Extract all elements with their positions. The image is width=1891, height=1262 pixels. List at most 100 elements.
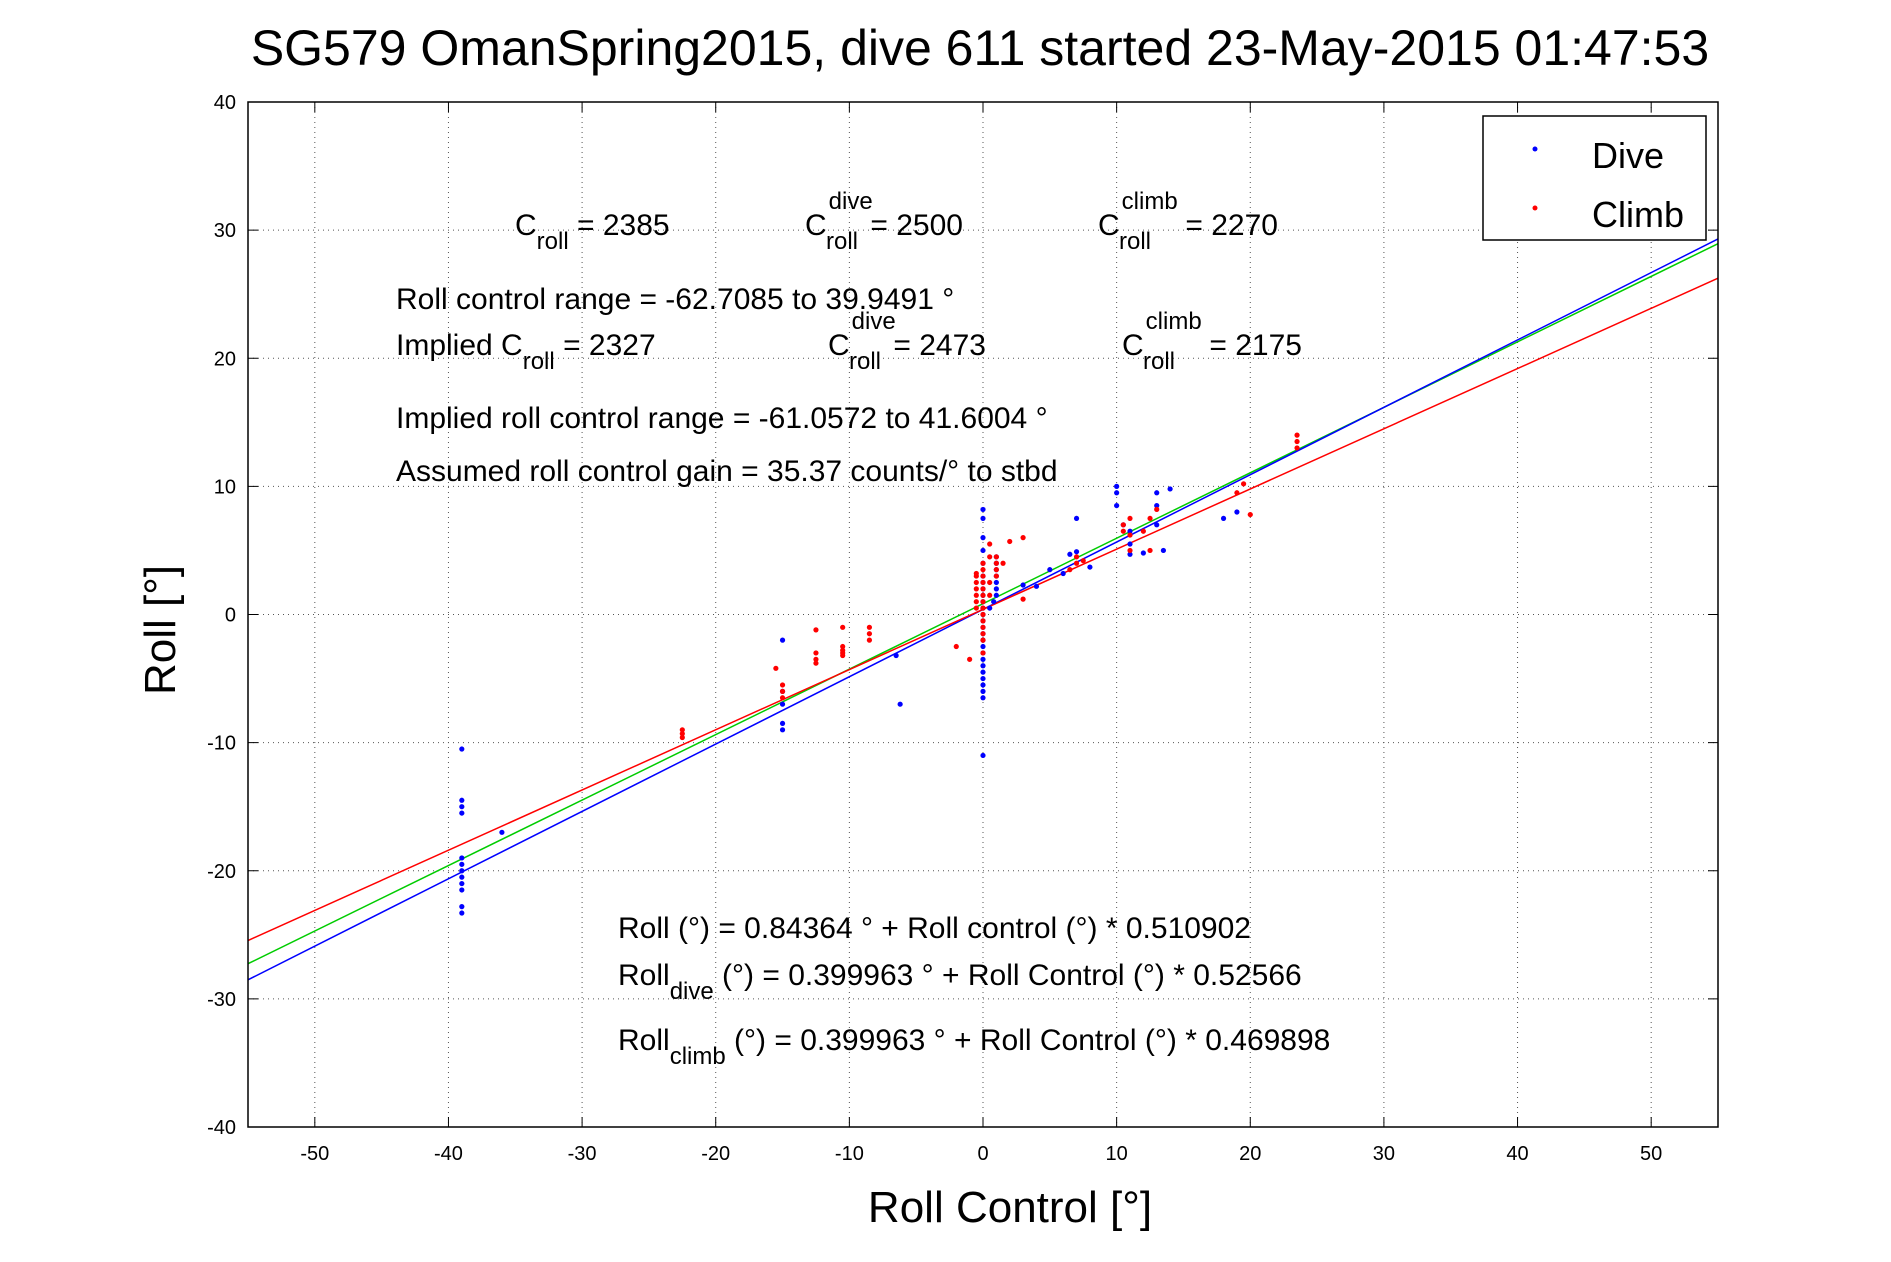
climb-point <box>967 656 973 662</box>
climb-point <box>987 554 993 560</box>
climb-point <box>1140 528 1146 534</box>
climb-point <box>993 567 999 573</box>
climb-point <box>1120 522 1126 528</box>
implied-climb-sub: roll = 2175 <box>1143 329 1302 375</box>
climb-point <box>813 627 819 633</box>
y-tick-label: 40 <box>214 92 236 114</box>
dive-point <box>980 643 986 650</box>
fit-equation-all: Roll (°) = 0.84364 ° + Roll control (°) … <box>618 912 1251 945</box>
implied-dive-sub: roll = 2473 <box>849 329 986 375</box>
dive-point <box>980 752 986 759</box>
climb-point <box>1127 515 1133 522</box>
implied-range-annotation: Implied roll control range = -61.0572 to… <box>396 402 1048 435</box>
climb-point <box>1147 515 1153 522</box>
climb-point <box>866 631 873 637</box>
x-tick-label: 50 <box>1640 1143 1662 1165</box>
climb-point <box>779 682 786 688</box>
climb-point <box>980 567 986 573</box>
dive-point <box>1114 483 1120 489</box>
dive-point <box>459 904 465 910</box>
fit-equation-dive: Rolldive (°) = 0.399963 ° + Roll Control… <box>618 959 1302 1005</box>
coefficient-annotations: Croll = 2385 Cdive roll = 2500 Cclimb ro… <box>396 188 1302 488</box>
implied-c-roll-annotation: Implied Croll = 2327 <box>396 329 656 375</box>
y-tick-label: 10 <box>214 476 236 498</box>
dive-point <box>980 688 986 694</box>
dive-point <box>1073 515 1080 522</box>
climb-point <box>866 637 873 643</box>
dive-point <box>1154 490 1160 496</box>
climb-point <box>1020 596 1026 602</box>
dive-point <box>980 515 986 522</box>
climb-point <box>973 599 979 605</box>
x-axis-label: Roll Control [°] <box>868 1183 1152 1232</box>
c-roll-dive-sub: roll = 2500 <box>826 209 963 255</box>
c-roll-annotation: Croll = 2385 <box>515 209 670 255</box>
range-annotation: Roll control range = -62.7085 to 39.9491… <box>396 283 954 316</box>
y-tick-label: 30 <box>214 220 236 242</box>
dive-point <box>993 586 999 592</box>
dive-point <box>980 506 986 513</box>
y-tick-label: -30 <box>207 989 236 1011</box>
climb-point <box>840 652 846 659</box>
dive-point <box>980 675 986 682</box>
x-tick-label: -30 <box>568 1143 597 1165</box>
climb-point <box>980 650 986 656</box>
climb-point <box>980 605 986 611</box>
x-tick-label: -20 <box>701 1143 730 1165</box>
climb-point <box>840 624 846 630</box>
dive-point <box>980 663 986 669</box>
dive-point <box>980 547 986 554</box>
dive-point <box>779 720 786 727</box>
y-axis-label: Roll [°] <box>136 565 185 695</box>
climb-point <box>1234 490 1240 496</box>
x-tick-label: 10 <box>1106 1143 1128 1165</box>
dive-point <box>1060 570 1066 577</box>
chart-title: SG579 OmanSpring2015, dive 611 started 2… <box>251 20 1709 76</box>
climb-point <box>1147 547 1153 554</box>
climb-point <box>1294 445 1300 451</box>
climb-point <box>973 605 979 611</box>
climb-point <box>987 579 993 586</box>
dive-point <box>459 810 465 816</box>
dive-point <box>991 599 997 605</box>
dive-point <box>1127 541 1133 547</box>
climb-point <box>973 586 979 592</box>
climb-point <box>813 656 819 662</box>
dive-point <box>1127 551 1133 557</box>
gain-annotation: Assumed roll control gain = 35.37 counts… <box>396 455 1058 488</box>
climb-point <box>1020 535 1026 541</box>
dive-point <box>779 637 786 643</box>
climb-point <box>993 560 999 566</box>
c-roll-dive-annotation: Cdive <box>805 188 873 242</box>
climb-point <box>973 592 979 598</box>
dive-point <box>980 535 986 541</box>
climb-point <box>987 592 993 598</box>
dive-point <box>1067 551 1073 557</box>
climb-point <box>953 643 959 650</box>
climb-point <box>1000 560 1006 566</box>
data-points <box>459 432 1300 916</box>
x-tick-label: 20 <box>1239 1143 1261 1165</box>
climb-point <box>1247 511 1253 518</box>
climb-point <box>1120 528 1126 534</box>
dive-point <box>1160 547 1167 554</box>
climb-point <box>866 624 873 630</box>
climb-point <box>779 695 786 701</box>
climb-point <box>1127 532 1133 538</box>
climb-point <box>779 688 786 694</box>
climb-point <box>1294 438 1300 445</box>
dive-point <box>1220 515 1227 522</box>
fit-equation-climb: Rollclimb (°) = 0.399963 ° + Roll Contro… <box>618 1024 1330 1070</box>
legend-dive-marker <box>1532 146 1538 152</box>
dive-point <box>459 874 465 880</box>
x-tick-label: -10 <box>835 1143 864 1165</box>
climb-point <box>980 586 986 592</box>
legend-dive-label: Dive <box>1592 135 1664 176</box>
climb-point <box>1240 481 1247 487</box>
x-tick-label: 30 <box>1373 1143 1395 1165</box>
dive-point <box>1167 486 1173 492</box>
climb-point <box>1294 432 1300 438</box>
dive-point <box>459 746 465 752</box>
dive-point <box>1127 528 1133 534</box>
